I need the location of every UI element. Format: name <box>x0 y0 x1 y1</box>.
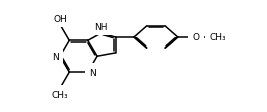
Text: CH₃: CH₃ <box>52 90 68 99</box>
Text: N: N <box>52 52 58 61</box>
Text: CH₃: CH₃ <box>210 33 226 42</box>
Text: O: O <box>193 33 200 42</box>
Text: N: N <box>89 68 96 77</box>
Text: NH: NH <box>94 23 108 31</box>
Text: OH: OH <box>53 15 67 24</box>
